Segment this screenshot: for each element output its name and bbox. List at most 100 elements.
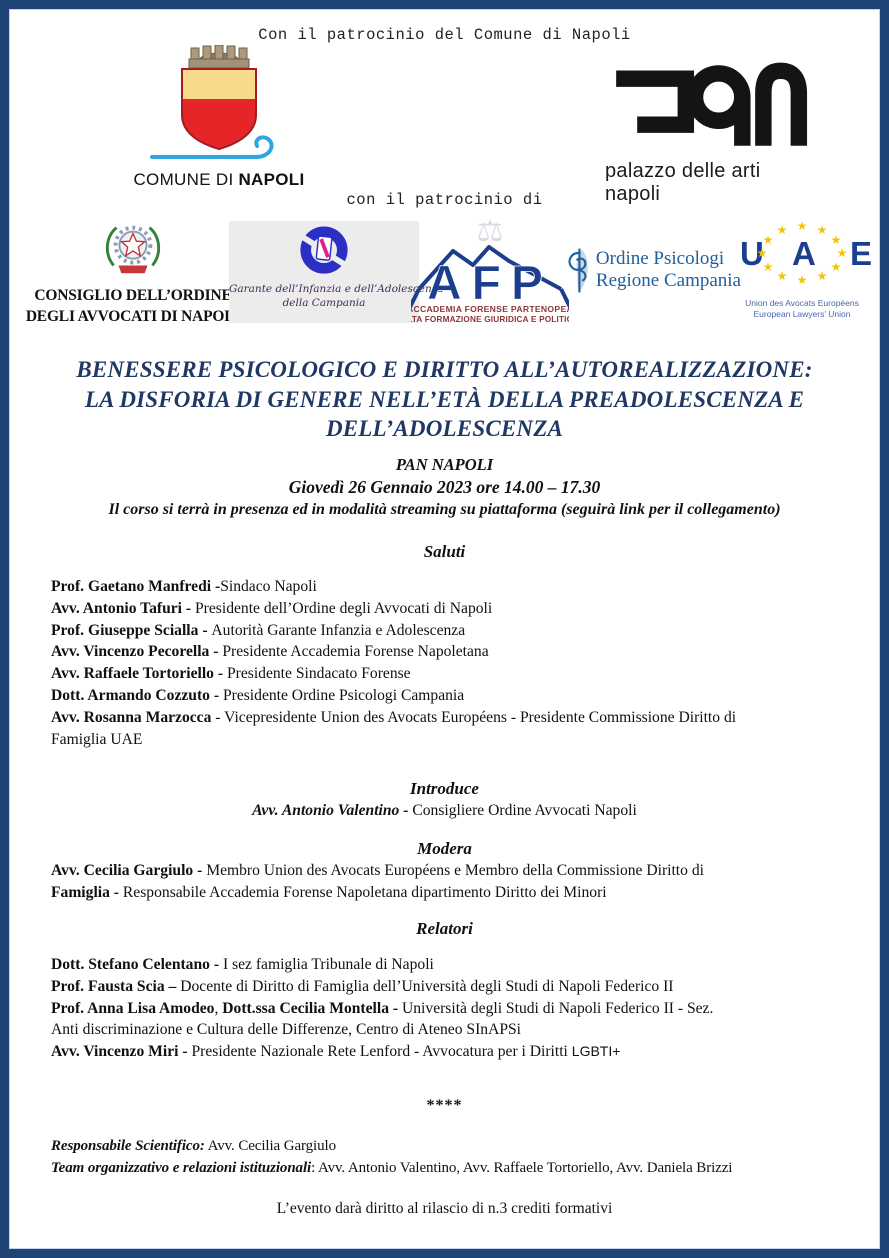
svg-text:ACCADEMIA FORENSE PARTENOPEA: ACCADEMIA FORENSE PARTENOPEA <box>411 304 569 314</box>
person-name: Prof. Gaetano Manfredi - <box>51 578 221 595</box>
saluti-item: Avv. Vincenzo Pecorella - Presidente Acc… <box>51 641 838 663</box>
modera-line: Avv. Cecilia Gargiulo - Membro Union des… <box>51 860 838 904</box>
psicologi-label-line2: Regione Campania <box>595 270 741 291</box>
svg-text:★: ★ <box>777 269 788 283</box>
person-name: Avv. Vincenzo Miri - <box>51 1043 192 1061</box>
saluti-list: Prof. Gaetano Manfredi -Sindaco Napoli A… <box>51 576 838 750</box>
svg-text:AFP: AFP <box>427 257 553 310</box>
uae-caption-line1: Union des Avocats Européens <box>745 298 859 308</box>
garante-label-line1: Garante dell’Infanzia e dell’Adolescenza <box>229 283 444 295</box>
ordine-psicologi-logo: Ordine Psicologi Regione Campania <box>565 225 741 315</box>
flyer-body: BENESSERE PSICOLOGICO E DIRITTO ALL’AUTO… <box>51 347 838 1218</box>
comune-label-regular: COMUNE DI <box>133 170 239 189</box>
event-info: PAN NAPOLI Giovedì 26 Gennaio 2023 ore 1… <box>51 454 838 522</box>
person-name: Avv. Rosanna Marzocca <box>51 708 212 726</box>
pan-caption: palazzo delle arti napoli <box>605 160 761 205</box>
person-name: Avv. Antonio Tafuri - <box>51 599 195 617</box>
event-mode: Il corso si terrà in presenza ed in moda… <box>108 500 781 518</box>
person-role: Presidente Sindacato Forense <box>226 665 411 683</box>
team-line: Team organizzativo e relazioni istituzio… <box>51 1157 838 1179</box>
uae-logo: U A E ★ ★ ★ ★ ★ ★ ★ ★ ★ ★ ★ ★ Union des Avocats … <box>731 217 873 320</box>
person-role-suffix: LGBTI+ <box>571 1043 621 1060</box>
psicologi-label-line1: Ordine Psicologi <box>595 248 725 269</box>
person-role: Membro Union des Avocats Européens e Mem… <box>206 862 704 880</box>
psicologi-label: Ordine Psicologi Regione Campania <box>596 248 741 292</box>
relatori-item: Dott. Stefano Celentano - I sez famiglia… <box>51 954 838 976</box>
introduce-line: Avv. Antonio Valentino - Consigliere Ord… <box>51 800 838 822</box>
credits-block: Responsabile Scientifico: Avv. Cecilia G… <box>51 1135 838 1179</box>
svg-text:U: U <box>740 235 764 272</box>
svg-text:★: ★ <box>831 260 842 274</box>
afp-emblem-icon: ⚖ AFP ACCADEMIA FORENSE PARTENOPEA ALTA … <box>401 215 579 324</box>
svg-text:★: ★ <box>763 233 774 247</box>
event-venue: PAN NAPOLI <box>395 454 494 474</box>
comune-label-bold: NAPOLI <box>238 170 305 189</box>
svg-text:★: ★ <box>817 269 828 283</box>
responsabile-line: Responsabile Scientifico: Avv. Cecilia G… <box>51 1135 838 1157</box>
garante-infanzia-logo: Garante dell’Infanzia e dell’Adolescenza… <box>229 221 444 323</box>
title-line1: BENESSERE PSICOLOGICO E DIRITTO ALL’AUTO… <box>76 357 813 382</box>
person-name: Avv. Raffaele Tortoriello - <box>51 665 227 683</box>
comune-di-napoli-logo: COMUNE DI NAPOLI <box>133 44 305 190</box>
svg-text:⚖: ⚖ <box>477 215 504 248</box>
svg-text:★: ★ <box>757 246 768 260</box>
svg-text:★: ★ <box>777 223 788 237</box>
garante-label-line2: della Campania <box>282 297 366 309</box>
svg-text:★: ★ <box>797 273 808 287</box>
title-line3: DELL’ADOLESCENZA <box>325 416 564 441</box>
person-role-cont: Responsabile Accademia Forense Napoletan… <box>122 884 607 902</box>
team-label: Team organizzativo e relazioni istituzio… <box>51 1159 312 1176</box>
introduce-heading: Introduce <box>410 779 479 799</box>
person-role-cont: Anti discriminazione e Cultura delle Dif… <box>51 1021 522 1039</box>
person-role-cont: Famiglia UAE <box>51 730 143 748</box>
person-role: - Vicepresidente Union des Avocats Europ… <box>211 708 737 726</box>
relatori-heading: Relatori <box>416 918 473 938</box>
consiglio-ordine-avvocati-logo: CONSIGLIO DELL’ORDINE DEGLI AVVOCATI DI … <box>25 217 241 326</box>
saluti-item: Prof. Gaetano Manfredi -Sindaco Napoli <box>51 576 838 598</box>
svg-text:★: ★ <box>763 260 774 274</box>
uae-caption: Union des Avocats Européens European Law… <box>731 298 873 320</box>
person-role: Autorità Garante Infanzia e Adolescenza <box>211 621 466 639</box>
saluti-heading: Saluti <box>423 542 466 561</box>
consiglio-label-line1: CONSIGLIO DELL’ORDINE <box>34 287 232 304</box>
saluti-item: Avv. Rosanna Marzocca - Vicepresidente U… <box>51 707 838 751</box>
person-name: Avv. Cecilia Gargiulo - <box>51 862 207 880</box>
relatori-list: Dott. Stefano Celentano - I sez famiglia… <box>51 954 838 1063</box>
person-separator: , <box>214 999 223 1017</box>
svg-text:A: A <box>792 235 816 272</box>
person-name: Prof. Fausta Scia – <box>51 977 181 995</box>
responsabile-value: Avv. Cecilia Gargiulo <box>204 1137 337 1154</box>
pan-wordmark-icon <box>616 62 808 146</box>
person-role-bold: Famiglia - <box>51 884 123 902</box>
team-value: : Avv. Antonio Valentino, Avv. Raffaele … <box>311 1159 733 1176</box>
person-role: Consigliere Ordine Avvocati Napoli <box>412 802 637 820</box>
svg-text:★: ★ <box>817 223 828 237</box>
uae-stars-icon: U A E ★★★ ★★★ ★★★ ★ ★★ <box>740 219 872 287</box>
consiglio-label-line2: DEGLI AVVOCATI DI NAPOLI <box>25 308 241 325</box>
credits-notice: L’evento darà diritto al rilascio di n.3… <box>276 1199 613 1217</box>
patronage-mid-line: con il patrocinio di <box>346 191 543 209</box>
italy-emblem-icon <box>105 225 161 274</box>
person-role: Presidente Ordine Psicologi Campania <box>222 686 465 704</box>
person-name-2: Dott.ssa Cecilia Montella - <box>222 999 402 1017</box>
svg-text:E: E <box>850 235 872 272</box>
afp-logo: ⚖ AFP ACCADEMIA FORENSE PARTENOPEA ALTA … <box>401 209 579 334</box>
person-name: Avv. Antonio Valentino - <box>252 802 413 820</box>
person-role: Sindaco Napoli <box>220 578 317 595</box>
modera-heading: Modera <box>417 839 472 859</box>
psi-staff-icon <box>568 248 588 293</box>
stars-separator: **** <box>426 1096 463 1114</box>
uae-caption-line2: European Lawyers’ Union <box>753 309 851 319</box>
patronage-top-line: Con il patrocinio del Comune di Napoli <box>258 26 631 44</box>
svg-text:★: ★ <box>837 246 848 260</box>
svg-text:★: ★ <box>797 219 808 233</box>
relatori-item: Prof. Fausta Scia – Docente di Diritto d… <box>51 976 838 998</box>
person-name: Avv. Vincenzo Pecorella - <box>51 643 223 661</box>
person-name: Dott. Stefano Celentano - <box>51 955 223 973</box>
svg-text:★: ★ <box>831 233 842 247</box>
relatori-item: Prof. Anna Lisa Amodeo, Dott.ssa Cecilia… <box>51 998 838 1042</box>
person-role: Presidente dell’Ordine degli Avvocati di… <box>195 599 493 617</box>
relatori-item: Avv. Vincenzo Miri - Presidente Nazional… <box>51 1041 838 1063</box>
title-line2: LA DISFORIA DI GENERE NELL’ETÀ DELLA PRE… <box>84 386 805 412</box>
garante-swirl-icon <box>300 226 348 274</box>
